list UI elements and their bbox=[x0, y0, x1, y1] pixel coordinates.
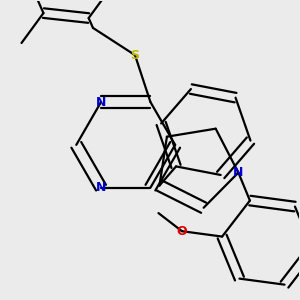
Text: S: S bbox=[130, 49, 140, 62]
Text: N: N bbox=[96, 181, 106, 194]
Text: N: N bbox=[96, 95, 106, 109]
Text: O: O bbox=[177, 225, 187, 238]
Text: N: N bbox=[233, 166, 244, 179]
